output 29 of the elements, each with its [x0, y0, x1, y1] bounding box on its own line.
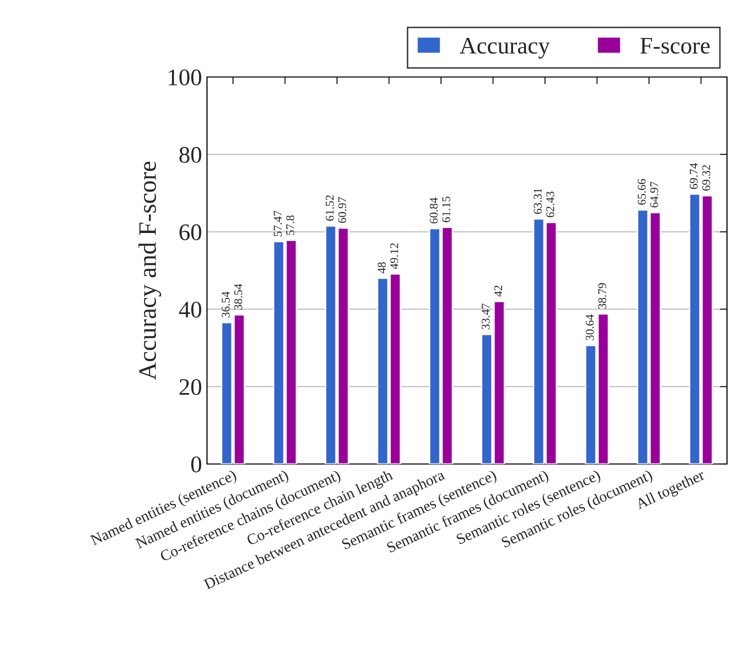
- data-label: 64.97: [650, 182, 658, 208]
- data-label: 33.47: [482, 304, 490, 330]
- data-label: 61.15: [442, 196, 450, 222]
- data-label: 38.54: [234, 284, 242, 310]
- data-label: 60.97: [338, 197, 346, 223]
- y-tick-label: 80: [179, 146, 202, 163]
- data-label: 65.66: [638, 179, 646, 205]
- legend-label: Accuracy: [460, 38, 550, 59]
- data-label: 60.84: [430, 198, 438, 224]
- y-tick-label: 100: [168, 69, 202, 86]
- data-label: 48: [378, 262, 386, 274]
- y-tick-label: 20: [180, 379, 202, 396]
- data-label: 49.12: [390, 243, 398, 270]
- y-axis-title: Accuracy and F-score: [138, 162, 162, 380]
- y-tick-label: 40: [178, 302, 202, 318]
- data-label: 63.31: [534, 188, 542, 214]
- data-label: 69.32: [702, 165, 710, 191]
- data-label: 30.64: [586, 314, 594, 340]
- y-tick-label: 60: [180, 224, 202, 240]
- data-label: 57.47: [274, 210, 282, 236]
- data-label: 42: [494, 286, 502, 297]
- legend-label: F-score: [640, 38, 710, 54]
- data-label: 38.79: [598, 283, 606, 309]
- data-label: 57.8: [286, 215, 294, 235]
- y-tick-label: 0: [191, 456, 202, 472]
- data-label: 62.43: [546, 192, 554, 218]
- data-label: 36.54: [222, 292, 230, 318]
- data-label: 61.52: [326, 195, 334, 221]
- data-label: 69.74: [690, 163, 698, 189]
